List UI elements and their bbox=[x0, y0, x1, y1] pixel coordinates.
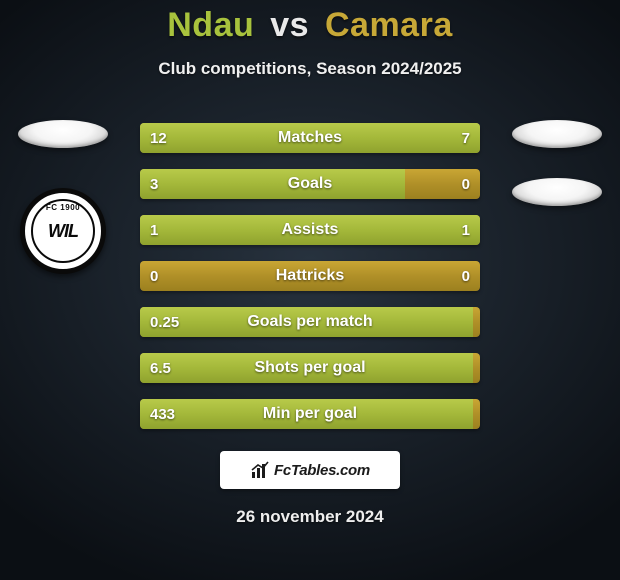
logos-right bbox=[502, 120, 612, 206]
bar-row: Hattricks00 bbox=[140, 261, 480, 291]
bar-fill-left bbox=[140, 215, 310, 245]
bar-fill-left bbox=[140, 169, 405, 199]
bar-fill-right bbox=[310, 215, 480, 245]
content-wrapper: Ndau vs Camara Club competitions, Season… bbox=[0, 0, 620, 580]
brand-chart-icon bbox=[250, 460, 270, 480]
bar-row: Goals per match0.25 bbox=[140, 307, 480, 337]
title-player2: Camara bbox=[325, 6, 453, 44]
page-title: Ndau vs Camara bbox=[167, 6, 452, 45]
bar-row: Min per goal433 bbox=[140, 399, 480, 429]
bar-track bbox=[140, 261, 480, 291]
bar-fill-right bbox=[354, 123, 480, 153]
logos-left: FC 1900 WIL bbox=[8, 120, 118, 274]
club-badge-toptext: FC 1900 bbox=[46, 203, 80, 212]
club-logo-placeholder-icon bbox=[512, 120, 602, 148]
club-badge-wil-icon: FC 1900 WIL bbox=[20, 188, 106, 274]
bar-fill-left bbox=[140, 353, 473, 383]
subtitle: Club competitions, Season 2024/2025 bbox=[158, 59, 461, 79]
brand-pill: FcTables.com bbox=[220, 451, 400, 489]
date-text: 26 november 2024 bbox=[236, 507, 383, 527]
brand-text: FcTables.com bbox=[274, 462, 370, 479]
bar-row: Assists11 bbox=[140, 215, 480, 245]
club-logo-placeholder-icon bbox=[512, 178, 602, 206]
bar-fill-left bbox=[140, 123, 354, 153]
comparison-bars: Matches127 Goals30 Assists11 Hattricks00 Goa… bbox=[140, 123, 480, 429]
bar-row: Goals30 bbox=[140, 169, 480, 199]
club-logo-placeholder-icon bbox=[18, 120, 108, 148]
bar-fill-left bbox=[140, 399, 473, 429]
title-player1: Ndau bbox=[167, 6, 254, 44]
bar-fill-left bbox=[140, 307, 473, 337]
bar-row: Shots per goal6.5 bbox=[140, 353, 480, 383]
title-vs: vs bbox=[270, 6, 309, 44]
bar-row: Matches127 bbox=[140, 123, 480, 153]
